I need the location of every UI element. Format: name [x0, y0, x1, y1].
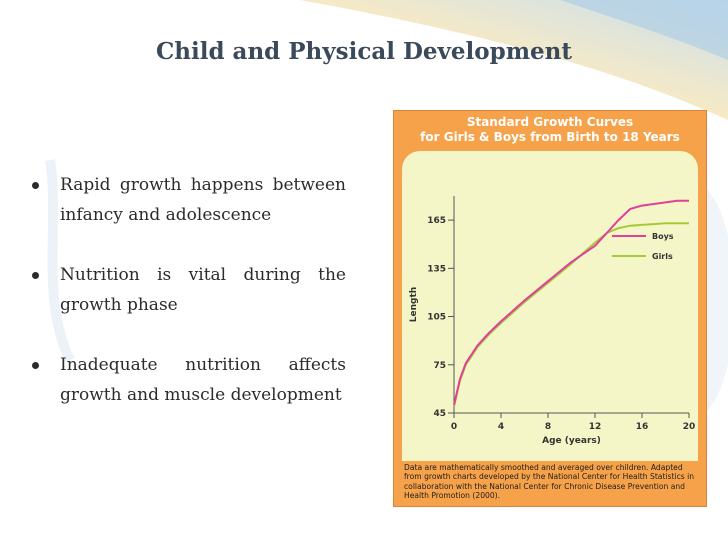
bullet-text: Rapid growth happens between infancy and…	[60, 175, 346, 225]
legend-label-boys: Boys	[652, 232, 674, 241]
y-tick-label: 165	[427, 216, 446, 226]
legend-label-girls: Girls	[652, 252, 673, 261]
x-tick-label: 20	[683, 422, 696, 432]
chart-title-line-1: Standard Growth Curves	[466, 115, 634, 129]
y-tick-label: 135	[427, 264, 446, 274]
series-line-girls	[453, 222, 689, 407]
x-axis-label: Age (years)	[542, 436, 601, 446]
bullet-item: Inadequate nutrition affects growth and …	[30, 350, 346, 410]
x-tick-label: 8	[545, 422, 551, 432]
plot-background	[402, 151, 698, 461]
growth-chart-figure: Standard Growth Curves for Girls & Boys …	[393, 110, 707, 507]
x-tick-label: 12	[589, 422, 602, 432]
bullet-text: Nutrition is vital during the growth pha…	[60, 265, 346, 315]
y-axis-label: Length	[409, 287, 419, 322]
bullet-item: Nutrition is vital during the growth pha…	[30, 260, 346, 320]
y-tick-label: 105	[427, 313, 446, 323]
bullet-dot-icon	[32, 362, 39, 369]
x-tick-label: 0	[451, 422, 457, 432]
slide-title: Child and Physical Development	[155, 38, 573, 65]
series-line-boys	[453, 199, 689, 406]
bullet-dot-icon	[32, 182, 39, 189]
bullet-list: Rapid growth happens between infancy and…	[30, 170, 346, 440]
chart-caption: Data are mathematically smoothed and ave…	[404, 463, 695, 501]
bullet-text: Inadequate nutrition affects growth and …	[60, 355, 346, 405]
chart-title: Standard Growth Curves for Girls & Boys …	[394, 115, 706, 145]
x-tick-label: 16	[636, 422, 649, 432]
chart-title-line-2: for Girls & Boys from Birth to 18 Years	[420, 130, 680, 144]
y-tick-label: 45	[433, 409, 446, 419]
bullet-dot-icon	[32, 272, 39, 279]
growth-chart: 45 75 105 135 165 0 4 8 12 16 20 Age (years) Length B…	[409, 196, 696, 446]
y-tick-label: 75	[433, 361, 446, 371]
bullet-item: Rapid growth happens between infancy and…	[30, 170, 346, 230]
x-tick-label: 4	[498, 422, 504, 432]
